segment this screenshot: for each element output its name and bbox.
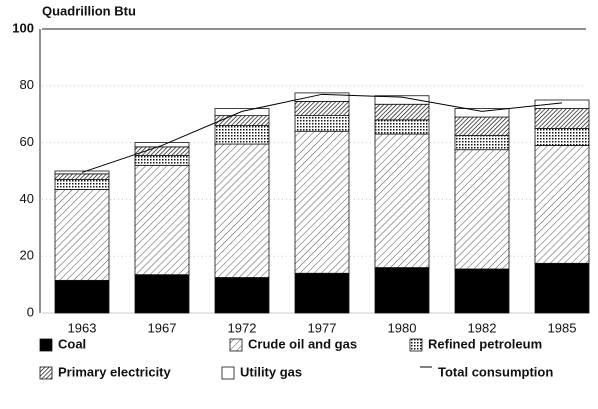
y-tick-label: 60 <box>20 134 34 149</box>
legend-label: Total consumption <box>438 364 553 379</box>
bar-segment <box>534 262 590 314</box>
x-tick-label: 1982 <box>468 320 497 335</box>
legend-swatch <box>229 338 243 352</box>
bar-segment <box>534 99 590 109</box>
x-tick-label: 1985 <box>548 320 577 335</box>
y-tick-label: 100 <box>12 20 34 35</box>
bar-segment <box>454 108 510 118</box>
bar-segment <box>54 189 110 281</box>
bar-segment <box>54 279 110 314</box>
bar-segment <box>374 267 430 314</box>
bar-segment <box>454 116 510 136</box>
bar-segment <box>374 119 430 135</box>
y-axis-label: Quadrillion Btu <box>42 3 136 18</box>
x-tick-label: 1977 <box>308 320 337 335</box>
bar-segment <box>214 115 270 126</box>
bar-segment <box>54 179 110 190</box>
bar-segment <box>374 95 430 105</box>
legend-label: Crude oil and gas <box>248 336 357 351</box>
bar-segment <box>214 125 270 145</box>
legend-label: Refined petroleum <box>428 336 542 351</box>
bar-segment <box>294 272 350 314</box>
legend-swatch <box>409 338 423 352</box>
x-tick-label: 1963 <box>68 320 97 335</box>
bar-segment <box>214 277 270 314</box>
bar-segment <box>134 154 190 166</box>
x-tick-label: 1972 <box>228 320 257 335</box>
y-tick-label: 80 <box>20 77 34 92</box>
bar-segment <box>454 135 510 151</box>
bar-segment <box>294 115 350 132</box>
legend-label: Coal <box>58 336 86 351</box>
legend-swatch <box>39 338 53 352</box>
bar-segment <box>134 164 190 276</box>
legend-swatch <box>221 366 235 380</box>
bar-segment <box>454 149 510 270</box>
bar-segment <box>294 101 350 117</box>
x-tick-label: 1980 <box>388 320 417 335</box>
x-tick-label: 1967 <box>148 320 177 335</box>
bar-segment <box>134 142 190 148</box>
bar-segment <box>134 274 190 314</box>
total-line <box>81 93 563 173</box>
bar-segment <box>294 130 350 274</box>
bar-segment <box>374 103 430 121</box>
legend-swatch <box>39 366 53 380</box>
bar-segment <box>214 108 270 117</box>
bar-segment <box>534 108 590 129</box>
bar-segment <box>214 143 270 278</box>
bar-segment <box>534 127 590 146</box>
y-tick-label: 40 <box>20 191 34 206</box>
bar-segment <box>534 145 590 264</box>
legend-label: Utility gas <box>240 364 302 379</box>
y-tick-label: 0 <box>27 304 34 319</box>
bar-segment <box>454 268 510 314</box>
bar-segment <box>294 92 350 102</box>
bar-segment <box>54 173 110 180</box>
y-tick-label: 20 <box>20 248 34 263</box>
bar-segment <box>134 146 190 156</box>
legend-label: Primary electricity <box>58 364 172 379</box>
bar-segment <box>374 133 430 268</box>
